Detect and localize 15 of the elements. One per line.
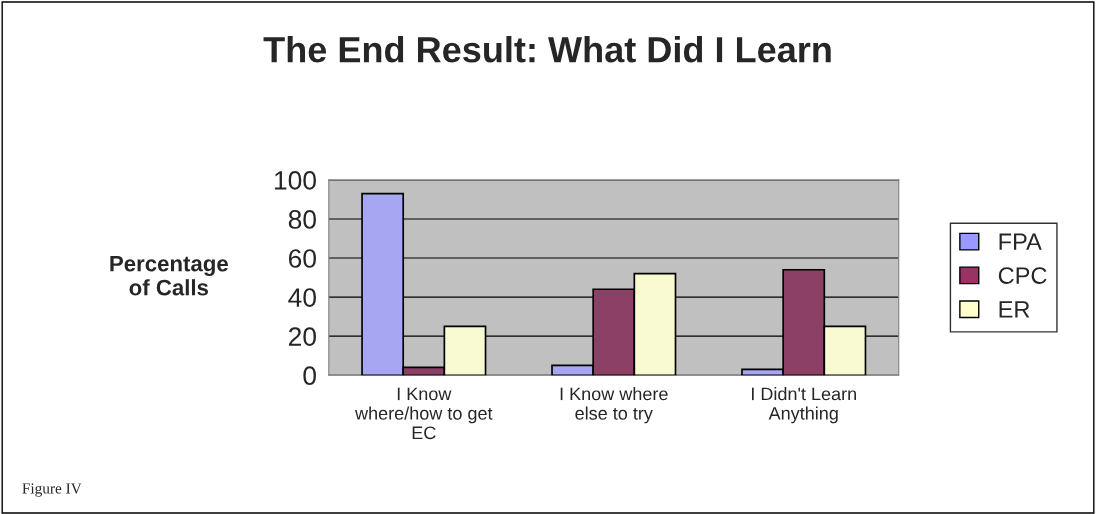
y-tick-label: 80	[288, 210, 316, 229]
y-tick-label: 0	[303, 366, 316, 386]
x-tick-label: I Know where else to try	[560, 387, 668, 424]
chart-title: The End Result: What Did I Learn	[263, 35, 831, 63]
x-tick-label: I Didn't Learn Anything	[751, 387, 856, 424]
legend-label: FPA	[999, 233, 1042, 250]
legend-label: CPC	[998, 267, 1047, 284]
y-tick-label: 100	[274, 171, 316, 190]
legend-label: ER	[999, 301, 1030, 318]
y-tick-label: 20	[288, 327, 316, 346]
y-tick-label: 60	[288, 249, 316, 268]
text: Figure IV	[22, 483, 82, 497]
x-tick-label: I Know where/how to get EC	[355, 387, 493, 440]
y-tick-label: 40	[288, 288, 316, 307]
y-axis-title: Percentage of Calls	[110, 255, 228, 296]
